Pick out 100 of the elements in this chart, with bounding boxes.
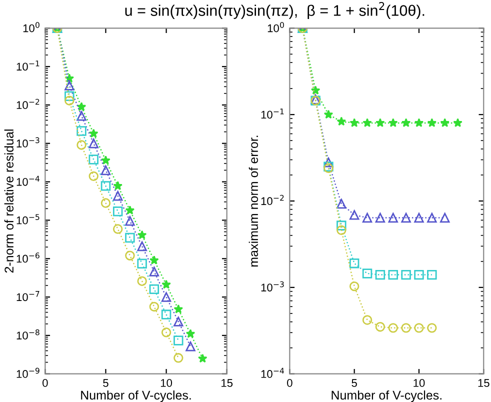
point	[161, 328, 172, 338]
point	[186, 341, 196, 352]
point	[362, 268, 372, 278]
x-tick-label: 15	[222, 379, 233, 387]
point	[376, 118, 385, 128]
y-tick-label: 10$^{−2}$	[261, 194, 284, 206]
point	[375, 212, 386, 223]
point	[101, 156, 110, 164]
y-tick-label: 10$^{−1}$	[16, 60, 40, 71]
point	[174, 304, 184, 314]
point	[112, 191, 123, 201]
point	[137, 241, 147, 252]
point	[388, 118, 398, 128]
point	[440, 212, 450, 223]
point	[414, 270, 424, 280]
point	[388, 212, 398, 223]
point	[427, 212, 437, 223]
point	[414, 118, 424, 128]
point	[125, 250, 135, 260]
x-tick-label: 10	[414, 379, 425, 387]
y-axis-title: maximum norm of error.	[248, 136, 258, 266]
point	[440, 118, 450, 128]
y-tick-label: 10$^{−5}$	[16, 214, 40, 224]
point	[198, 354, 208, 363]
y-tick-label: 10$^{−4}$	[261, 368, 284, 378]
point	[149, 284, 160, 294]
x-tick-label: 0	[287, 379, 292, 387]
y-tick-label: 10$^{−8}$	[16, 329, 40, 340]
point	[362, 118, 372, 128]
point	[401, 212, 411, 223]
point	[125, 216, 135, 226]
point	[125, 206, 135, 214]
point	[349, 258, 360, 268]
text: u = sin(πx)sin(πy)sin(πz), β = 1 + sin$^{2}$(10θ).	[125, 2, 424, 19]
point	[149, 302, 160, 312]
point	[88, 138, 98, 148]
point	[88, 128, 98, 138]
point	[336, 220, 346, 230]
y-tick-label: 10$^{−1}$	[261, 108, 284, 119]
point	[112, 206, 123, 216]
point	[100, 198, 111, 208]
point	[174, 336, 184, 346]
point	[162, 280, 171, 289]
point	[161, 310, 172, 320]
point	[350, 118, 359, 128]
point	[149, 266, 160, 276]
point	[186, 328, 196, 338]
point	[324, 157, 334, 168]
x-tick-label: 5	[352, 379, 357, 387]
point	[150, 256, 159, 264]
point	[362, 315, 372, 325]
point	[64, 91, 74, 101]
point	[375, 270, 386, 280]
point	[64, 96, 74, 106]
y-tick-label: 10$^{−3}$	[261, 281, 284, 292]
point	[336, 116, 346, 126]
y-tick-label: 10$^{−4}$	[16, 176, 40, 186]
point	[76, 111, 86, 121]
point	[414, 212, 424, 223]
x-axis-title: Number of V-cycles.	[332, 390, 442, 402]
y-tick-label: 10$^{−9}$	[16, 368, 40, 378]
point	[76, 126, 86, 136]
point	[401, 323, 411, 333]
y-tick-label: 10$^{−3}$	[16, 137, 40, 148]
point	[76, 102, 86, 111]
point	[401, 270, 411, 280]
point	[100, 165, 111, 176]
y-tick-label: 10$^{0}$	[23, 22, 40, 32]
point	[161, 292, 172, 302]
point	[64, 80, 74, 90]
y-tick-label: 10$^{−7}$	[16, 291, 40, 302]
point	[414, 323, 424, 333]
y-tick-label: 10$^{0}$	[268, 22, 284, 32]
point	[375, 322, 386, 332]
point	[349, 281, 360, 292]
point	[427, 323, 437, 333]
point	[174, 316, 184, 326]
point	[401, 118, 411, 128]
point	[137, 230, 147, 240]
x-tick-label: 0	[42, 379, 48, 387]
point	[362, 212, 372, 223]
point	[113, 181, 122, 190]
point	[88, 171, 98, 182]
point	[76, 140, 86, 150]
point	[336, 198, 346, 209]
point	[100, 181, 111, 191]
point	[427, 270, 437, 280]
y-tick-label: 10$^{−6}$	[16, 252, 40, 263]
y-axis-title: 2-norm of relative residual	[4, 130, 14, 273]
point	[324, 110, 334, 119]
point	[137, 276, 147, 286]
point	[453, 118, 462, 128]
y-tick-label: 10$^{−2}$	[16, 98, 40, 110]
point	[310, 86, 320, 95]
x-tick-label: 15	[478, 379, 490, 387]
point	[336, 225, 346, 236]
x-tick-label: 5	[103, 379, 108, 387]
point	[388, 270, 398, 280]
point	[137, 258, 147, 269]
x-tick-label: 10	[160, 379, 172, 387]
